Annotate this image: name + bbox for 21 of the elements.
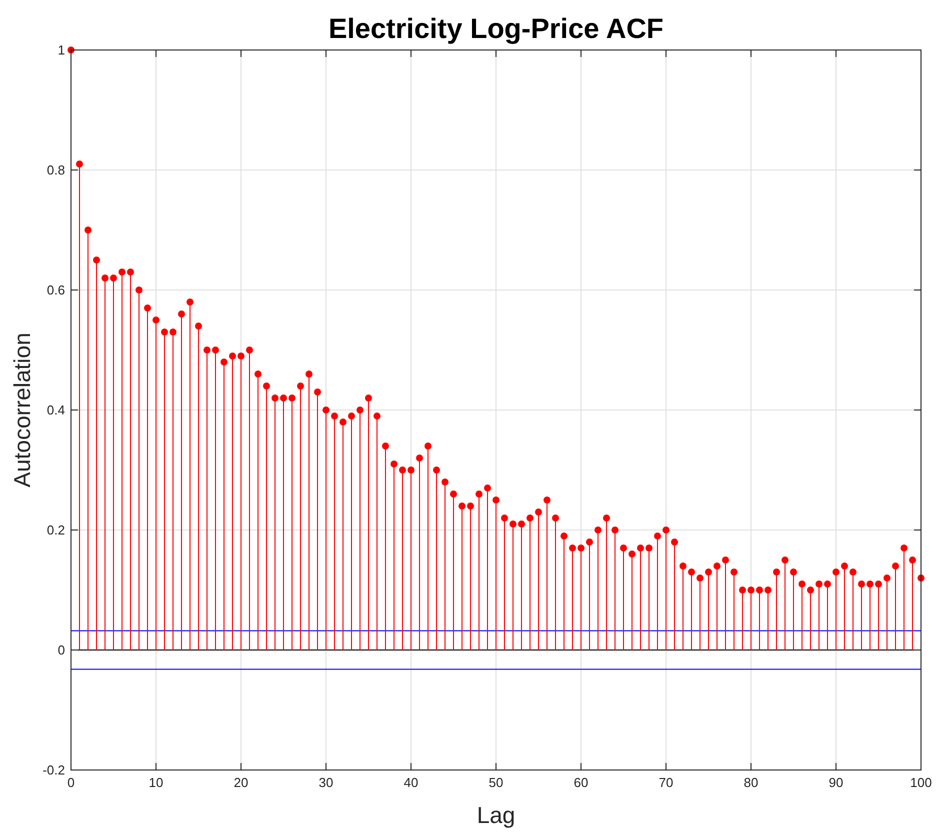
x-tick-label: 50 — [488, 775, 504, 790]
x-axis-title: Lag — [476, 802, 516, 828]
y-tick-label: 0.2 — [46, 522, 65, 538]
y-tick-label: 1 — [58, 42, 65, 58]
y-axis-title: Autocorrelation — [9, 332, 35, 488]
y-tick-label: 0.6 — [46, 282, 65, 298]
chart-title: Electricity Log-Price ACF — [328, 13, 664, 44]
y-tick-label: 0.4 — [46, 402, 65, 418]
x-tick-label: 70 — [658, 775, 674, 790]
y-tick-label: -0.2 — [42, 762, 65, 778]
y-tick-label: 0.8 — [46, 162, 65, 178]
x-tick-label: 100 — [910, 775, 932, 790]
x-tick-label: 30 — [318, 775, 334, 790]
x-tick-label: 80 — [744, 775, 758, 790]
x-tick-label: 40 — [404, 775, 418, 790]
x-tick-label: 10 — [148, 775, 164, 790]
x-tick-label: 60 — [574, 775, 588, 790]
x-tick-label: 20 — [234, 775, 248, 790]
x-tick-label: 90 — [828, 775, 844, 790]
y-tick-label: 0 — [58, 642, 65, 658]
x-tick-label: 0 — [67, 775, 75, 790]
